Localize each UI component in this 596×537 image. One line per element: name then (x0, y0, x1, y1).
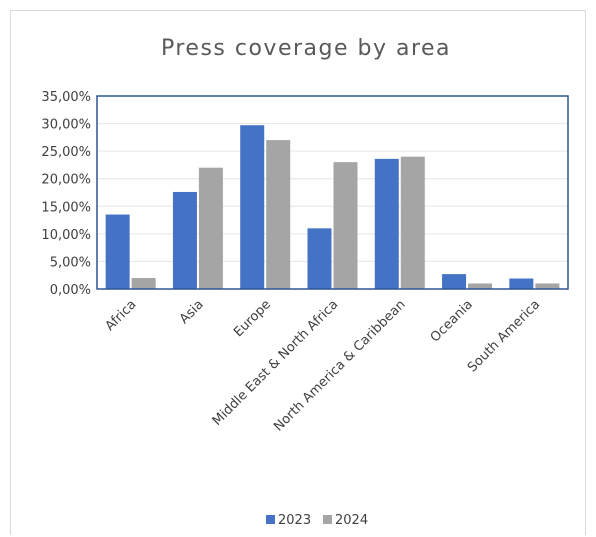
y-tick-label: 15,00% (41, 200, 91, 215)
gridlines (97, 123, 568, 262)
x-category-label: South America (465, 297, 543, 375)
bar-2023 (442, 274, 467, 289)
bar-2024 (131, 277, 156, 289)
bar-2023 (509, 278, 534, 289)
x-category-label: Oceania (428, 297, 476, 345)
bar-chart: Press coverage by area 0,00% 5,00% 10,00% 1… (41, 36, 569, 528)
x-category-label: Asia (177, 297, 207, 327)
bar-2024 (198, 167, 223, 289)
x-category-label: Europe (231, 297, 274, 340)
y-tick-label: 20,00% (41, 173, 91, 188)
y-tick-label: 5,00% (50, 255, 91, 270)
legend-swatch-2023 (266, 515, 275, 524)
bar-2024 (468, 283, 493, 289)
bar-2024 (333, 162, 358, 289)
legend-label: 2023 (278, 513, 311, 528)
legend-label: 2024 (335, 513, 368, 528)
bar-2023 (172, 191, 197, 289)
bars (105, 125, 560, 290)
y-axis-tick-labels: 0,00% 5,00% 10,00% 15,00% 20,00% 25,00% 30,00%… (41, 90, 91, 298)
chart-container: Press coverage by area 0,00% 5,00% 10,00% 1… (10, 10, 586, 535)
y-tick-label: 10,00% (41, 228, 91, 243)
y-tick-label: 25,00% (41, 145, 91, 160)
legend: 2023 2024 (266, 513, 368, 528)
bar-2024 (266, 140, 291, 289)
bar-2023 (307, 228, 332, 289)
y-tick-label: 0,00% (50, 283, 91, 298)
y-tick-label: 30,00% (41, 118, 91, 133)
x-category-label: Middle East & North Africa (210, 297, 342, 429)
legend-swatch-2024 (323, 515, 332, 524)
plot-area-border (96, 95, 569, 290)
x-category-label: Africa (103, 297, 140, 334)
bar-2024 (400, 156, 425, 289)
bar-2023 (374, 158, 399, 289)
y-tick-label: 35,00% (41, 90, 91, 105)
chart-title: Press coverage by area (161, 36, 451, 61)
bar-2023 (105, 214, 130, 289)
x-category-label: North America & Caribbean (271, 297, 408, 434)
bar-2024 (535, 283, 560, 289)
bar-2023 (240, 125, 265, 290)
